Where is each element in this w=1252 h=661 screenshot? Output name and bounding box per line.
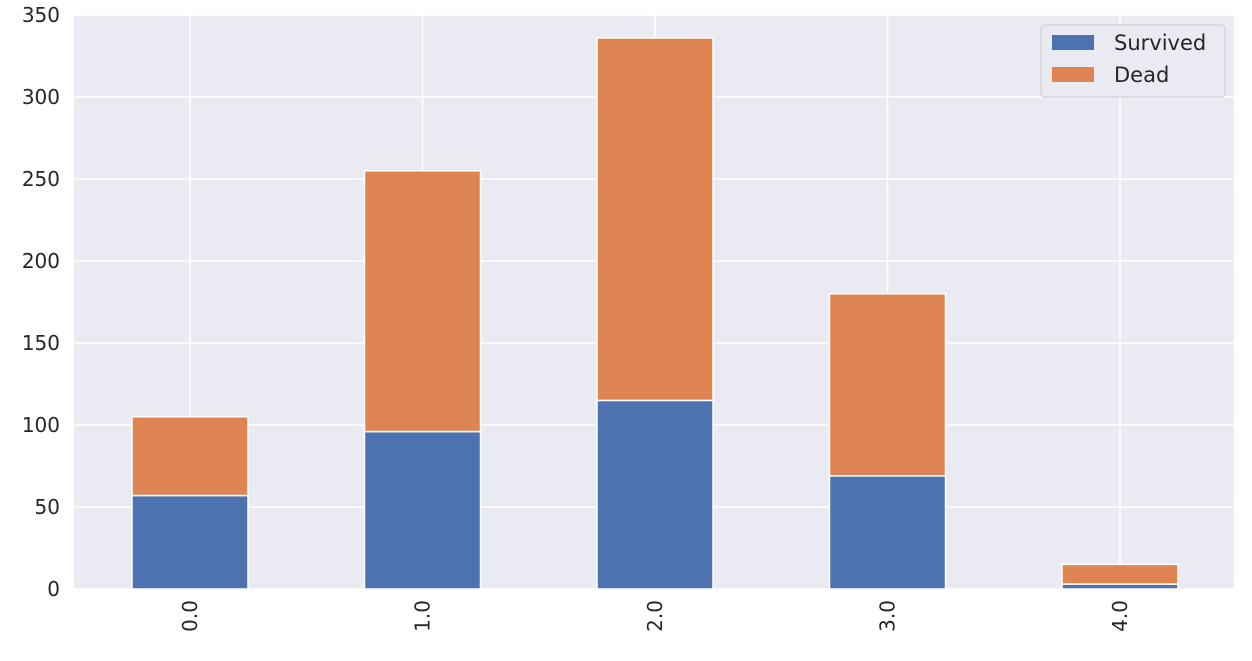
y-tick-label: 150 — [22, 331, 60, 355]
bar-dead-3.0 — [828, 293, 947, 477]
y-tick-label: 300 — [22, 85, 60, 109]
bar-survived-3.0 — [828, 475, 947, 590]
x-tick-label: 4.0 — [1108, 600, 1132, 632]
x-tick-label: 0.0 — [178, 600, 202, 632]
legend: Survived Dead — [1040, 24, 1226, 98]
bar-dead-4.0 — [1061, 563, 1179, 585]
x-tick-label: 1.0 — [411, 600, 435, 632]
legend-label-dead: Dead — [1114, 63, 1169, 87]
y-tick-label: 200 — [22, 249, 60, 273]
x-tick-label: 2.0 — [643, 600, 667, 632]
y-axis-tick-labels: 0 50 100 150 200 250 300 350 — [22, 3, 60, 601]
bar-dead-1.0 — [363, 170, 482, 433]
y-tick-label: 250 — [22, 167, 60, 191]
y-tick-label: 0 — [47, 577, 60, 601]
y-tick-label: 100 — [22, 413, 60, 437]
y-tick-label: 350 — [22, 3, 60, 27]
legend-swatch-survived — [1052, 35, 1094, 50]
bar-survived-2.0 — [596, 399, 714, 590]
bar-survived-0.0 — [131, 494, 249, 590]
x-axis-tick-labels: 0.0 1.0 2.0 3.0 4.0 — [178, 600, 1132, 632]
x-tick-label: 3.0 — [876, 600, 900, 632]
y-tick-label: 50 — [35, 495, 60, 519]
bar-survived-1.0 — [363, 430, 482, 590]
bars — [131, 37, 1179, 590]
legend-label-survived: Survived — [1114, 31, 1206, 55]
bar-dead-0.0 — [131, 416, 249, 497]
bar-dead-2.0 — [596, 37, 714, 402]
legend-swatch-dead — [1052, 67, 1094, 82]
